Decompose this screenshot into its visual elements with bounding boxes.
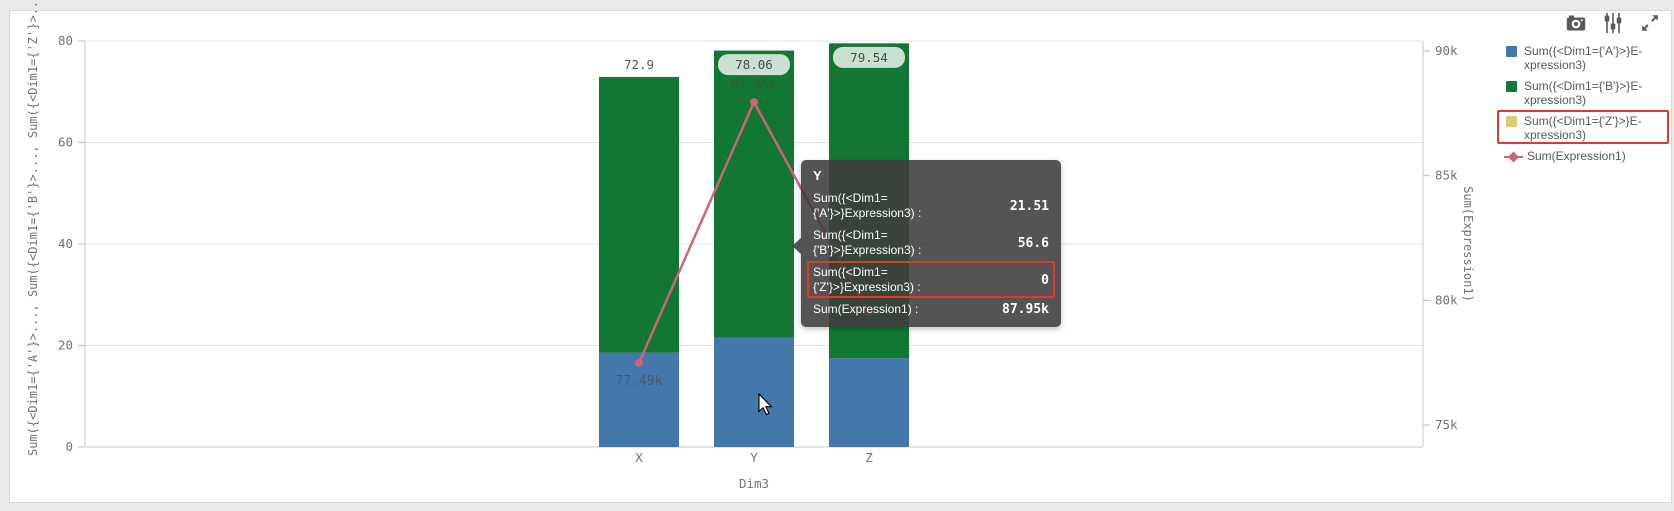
fullscreen-button[interactable] — [1640, 12, 1660, 34]
bar-y-segment-1[interactable] — [714, 337, 794, 447]
tooltip-value: 87.95k — [1002, 302, 1049, 317]
tooltip-row-dim1-a: Sum({<Dim1= {'A'}>}Expression3) : 21.51 — [813, 191, 1049, 220]
legend-label: Sum({<Dim1={'A'}>}E-xpression3) — [1524, 44, 1643, 72]
camera-icon — [1566, 15, 1586, 31]
exploration-menu-button[interactable] — [1603, 12, 1623, 34]
right-axis-tick-label: 85k — [1435, 168, 1458, 183]
legend-line-marker — [1504, 151, 1523, 163]
bar-x-segment-1[interactable] — [599, 352, 679, 447]
legend-item-dim1-b[interactable]: Sum({<Dim1={'B'}>}E-xpression3) — [1506, 79, 1664, 107]
x-axis-category-label: X — [635, 450, 643, 465]
bar-value-label: 78.06 — [735, 57, 773, 72]
tooltip-row-dim1-z: Sum({<Dim1= {'Z'}>}Expression3) : 0 — [807, 261, 1055, 298]
left-axis-tick-label: 80 — [58, 33, 73, 48]
tooltip-value: 0 — [1041, 272, 1049, 288]
legend-item-expression1[interactable]: Sum(Expression1) — [1504, 149, 1664, 163]
left-axis-tick-label: 0 — [65, 439, 73, 454]
left-axis-title: Sum({<Dim1={'A'}>..., Sum({<Dim1={'B'}>.… — [26, 0, 40, 456]
tooltip-row-expression1: Sum(Expression1) : 87.95k — [813, 302, 1049, 317]
snapshot-button[interactable] — [1566, 12, 1586, 34]
x-axis-title: Dim3 — [739, 476, 769, 491]
chart-legend: Sum({<Dim1={'A'}>}E-xpression3) Sum({<Di… — [1497, 44, 1669, 170]
bar-x-segment-2[interactable] — [599, 77, 679, 353]
bar-z-segment-1[interactable] — [829, 358, 909, 447]
left-axis-tick-label: 60 — [58, 135, 73, 150]
line-point-x[interactable] — [635, 358, 643, 367]
x-axis-category-label: Y — [750, 450, 758, 465]
right-axis-tick-label: 80k — [1435, 292, 1458, 307]
chart-toolbar — [1566, 12, 1660, 34]
legend-label: Sum({<Dim1={'Z'}>}E-xpression3) — [1524, 114, 1642, 142]
legend-item-dim1-z[interactable]: Sum({<Dim1={'Z'}>}E-xpression3) — [1497, 110, 1669, 144]
legend-swatch-yellow — [1506, 116, 1517, 127]
legend-item-dim1-a[interactable]: Sum({<Dim1={'A'}>}E-xpression3) — [1506, 44, 1664, 72]
bar-value-label: 72.9 — [624, 57, 654, 72]
bar-value-pill — [718, 54, 790, 76]
tooltip-row-dim1-b: Sum({<Dim1= {'B'}>}Expression3) : 56.6 — [813, 228, 1049, 257]
legend-label: Sum({<Dim1={'B'}>}E-xpression3) — [1524, 79, 1643, 107]
tooltip-title: Y — [813, 168, 822, 183]
line-point-label: 87.95k — [731, 78, 778, 93]
left-axis-tick-label: 40 — [58, 236, 73, 251]
tooltip-value: 21.51 — [1009, 198, 1049, 214]
sliders-icon — [1604, 13, 1622, 33]
legend-swatch-blue — [1506, 46, 1517, 57]
right-axis-tick-label: 90k — [1435, 43, 1458, 58]
legend-swatch-green — [1506, 81, 1517, 92]
bar-value-label: 79.54 — [850, 50, 888, 65]
left-axis-tick-label: 20 — [58, 338, 73, 353]
right-axis-title: Sum(Expression1) — [1461, 186, 1475, 302]
x-axis-category-label: Z — [865, 450, 873, 465]
line-point-label: 77.49k — [616, 374, 663, 389]
hover-tooltip: Y Sum({<Dim1= {'A'}>}Expression3) : 21.51… — [792, 160, 1061, 327]
mouse-cursor — [758, 393, 773, 416]
tooltip-value: 56.6 — [1017, 235, 1049, 251]
bar-value-pill — [833, 46, 905, 68]
right-axis-tick-label: 75k — [1435, 417, 1458, 432]
legend-label: Sum(Expression1) — [1527, 149, 1626, 163]
expand-arrows-icon — [1642, 15, 1658, 31]
bar-y-segment-2[interactable] — [714, 50, 794, 338]
line-point-y[interactable] — [750, 98, 758, 107]
